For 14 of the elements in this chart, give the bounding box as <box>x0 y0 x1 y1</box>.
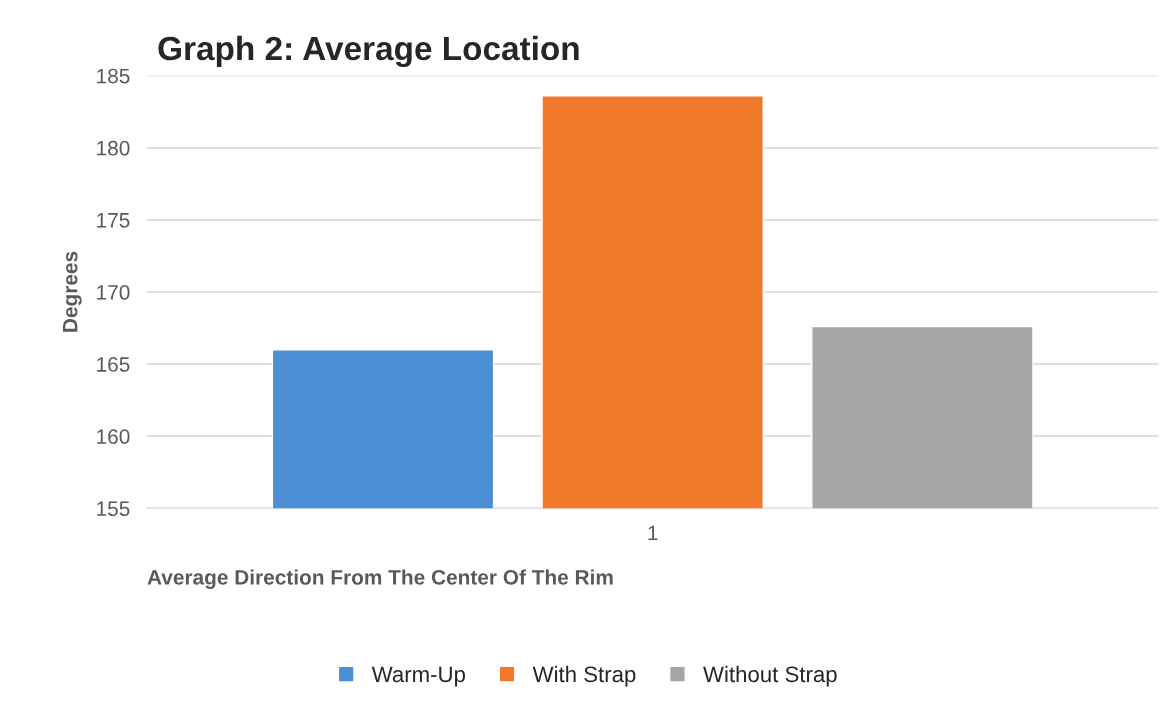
y-tick-label: 165 <box>97 357 130 372</box>
y-tick-label: 170 <box>97 285 130 300</box>
y-tick-label: 175 <box>97 213 130 228</box>
chart-title: Graph 2: Average Location <box>158 35 579 68</box>
x-axis-title: Average Direction From The Center Of The Rim <box>147 569 613 589</box>
y-tick-label: 180 <box>97 140 130 156</box>
y-axis-title: Degrees <box>62 251 82 332</box>
x-tick-label: 1 <box>648 525 658 541</box>
y-tick-label: 160 <box>97 429 130 444</box>
legend-label: Without Strap <box>703 665 837 687</box>
legend-label: With Strap <box>532 665 636 687</box>
legend-label: Warm-Up <box>371 666 466 687</box>
y-tick-label: 155 <box>97 501 130 517</box>
y-tick-label: 185 <box>97 68 130 84</box>
